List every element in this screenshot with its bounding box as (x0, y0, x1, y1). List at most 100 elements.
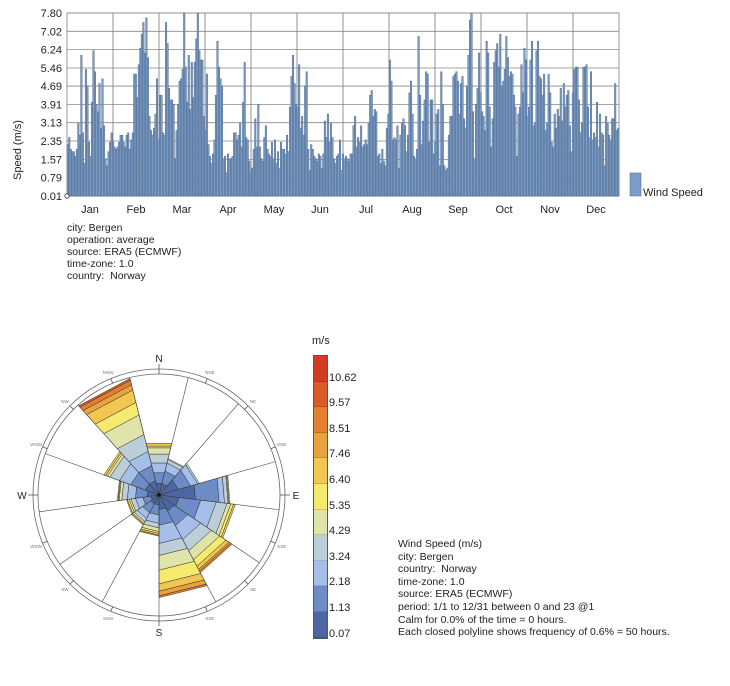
bar (562, 83, 565, 197)
y-tick-label: 5.46 (41, 63, 62, 75)
rose-calm: Calm for 0.0% of the time = 0 hours. (398, 613, 567, 626)
bar (580, 123, 583, 197)
bar (541, 94, 544, 197)
bar (609, 139, 612, 197)
x-tick-label: Mar (173, 204, 192, 216)
sector-spoke (158, 494, 217, 602)
bar (369, 94, 372, 197)
direction-tick (204, 606, 208, 612)
bar (431, 99, 434, 197)
bar (364, 139, 367, 197)
direction-label-WNW: WNW (30, 442, 42, 447)
direction-tick (110, 606, 114, 612)
bar (540, 78, 543, 197)
bar (388, 59, 391, 197)
bar (417, 36, 420, 197)
bar (311, 149, 314, 197)
sector-spoke (158, 461, 276, 496)
bar (385, 127, 388, 197)
bar (518, 106, 521, 197)
colorbar-label: 2.18 (329, 576, 351, 589)
bar (340, 170, 343, 197)
bar (320, 167, 323, 197)
bar (390, 80, 393, 197)
bar (405, 151, 408, 197)
info-city: city: Bergen (67, 222, 123, 234)
x-tick-label: Apr (219, 204, 236, 216)
direction-tick (270, 446, 276, 450)
bar (579, 132, 582, 197)
bar (603, 165, 606, 197)
bar (605, 116, 608, 197)
bar (587, 106, 589, 197)
bar (552, 146, 555, 197)
direction-tick (42, 540, 48, 544)
direction-label-W: W (17, 491, 27, 502)
bar (360, 125, 363, 197)
y-tick-label: 3.13 (41, 118, 62, 130)
bar (373, 109, 376, 197)
sector-spoke (158, 494, 280, 511)
bar (599, 113, 602, 197)
bar (478, 52, 481, 197)
direction-label-SW: SW (61, 587, 69, 592)
bar (452, 76, 455, 197)
bar (326, 113, 329, 197)
colorbar-label: 5.35 (329, 499, 351, 512)
colorbar-segment (314, 611, 327, 638)
bar (379, 163, 382, 197)
bar (491, 118, 494, 197)
bar (463, 118, 465, 197)
bar (487, 52, 490, 197)
direction-tick (204, 378, 208, 384)
bar (435, 113, 438, 197)
bar (449, 116, 452, 197)
bar (476, 87, 479, 197)
bar (600, 132, 603, 197)
bar (606, 123, 609, 197)
direction-label-S: S (156, 628, 163, 639)
y-tick-label: 0.79 (41, 173, 62, 185)
bar (349, 153, 352, 197)
bar (342, 153, 344, 197)
colorbar-segment (314, 560, 327, 587)
bar (205, 73, 208, 197)
colorbar-label: 0.07 (329, 627, 351, 640)
bar (334, 163, 337, 197)
direction-tick (69, 580, 74, 585)
bar (450, 116, 453, 197)
bar (441, 104, 444, 197)
y-tick-label: 1.57 (41, 154, 62, 166)
bar (367, 123, 370, 197)
rose-country: country: Norway (398, 563, 477, 576)
bar (528, 106, 530, 197)
bar (446, 167, 449, 197)
bar (531, 40, 534, 197)
bar (376, 156, 379, 197)
bar (325, 137, 328, 197)
bar-chart-info: city: Bergen operation: average source: … (67, 222, 181, 282)
x-tick-label: Jul (359, 204, 373, 216)
bar (534, 123, 537, 197)
bar (453, 73, 456, 197)
bar (567, 90, 570, 197)
bar (372, 116, 375, 197)
bar (329, 123, 332, 197)
direction-tick (270, 540, 276, 544)
bar (305, 71, 308, 197)
bar (419, 94, 422, 197)
bar (397, 167, 400, 197)
x-tick-label: Jan (81, 204, 99, 216)
sector-spoke (158, 377, 189, 496)
bar (337, 153, 340, 197)
sector-spoke (129, 377, 160, 496)
bar (500, 85, 503, 197)
info-operation: operation: average (67, 234, 155, 246)
bar (156, 78, 158, 197)
direction-tick (42, 446, 48, 450)
rose-timezone: time-zone: 1.0 (398, 575, 465, 588)
bar (496, 43, 499, 197)
bar (358, 141, 361, 197)
sector-spoke (45, 453, 160, 496)
bar (505, 36, 508, 197)
